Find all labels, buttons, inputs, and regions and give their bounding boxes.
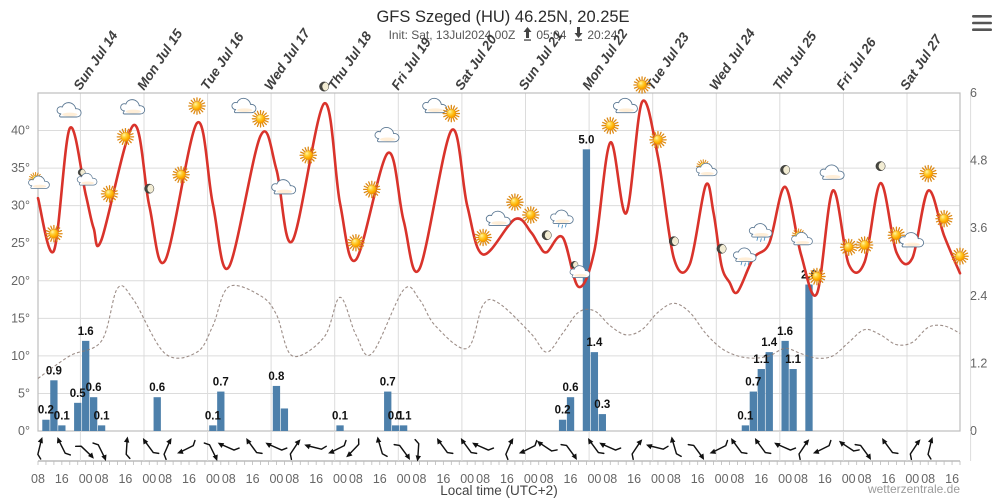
svg-text:00: 00 [842, 472, 856, 486]
svg-text:0.2: 0.2 [555, 405, 571, 417]
svg-text:40°: 40° [11, 124, 30, 138]
svg-text:0.1: 0.1 [54, 410, 71, 422]
svg-text:30°: 30° [11, 199, 30, 213]
svg-text:08: 08 [349, 472, 363, 486]
svg-text:00: 00 [778, 472, 792, 486]
svg-text:5°: 5° [18, 386, 30, 400]
svg-text:0.1: 0.1 [396, 410, 413, 422]
svg-text:5.0: 5.0 [578, 134, 594, 146]
svg-text:Fri Jul 19: Fri Jul 19 [388, 35, 434, 93]
svg-text:16: 16 [754, 472, 768, 486]
svg-text:Tue Jul 23: Tue Jul 23 [643, 29, 692, 92]
svg-text:08: 08 [95, 472, 109, 486]
svg-text:08: 08 [31, 472, 45, 486]
svg-text:0.1: 0.1 [94, 410, 111, 422]
svg-text:16: 16 [564, 472, 578, 486]
svg-text:1.1: 1.1 [753, 354, 770, 366]
svg-text:Mon Jul 22: Mon Jul 22 [579, 26, 631, 93]
svg-text:16: 16 [55, 472, 69, 486]
svg-text:0.7: 0.7 [380, 377, 396, 389]
svg-text:wetterzentrale.de: wetterzentrale.de [867, 482, 960, 496]
svg-text:35°: 35° [11, 161, 30, 175]
svg-text:Thu Jul 25: Thu Jul 25 [770, 29, 820, 93]
svg-text:00: 00 [651, 472, 665, 486]
svg-text:0.8: 0.8 [268, 371, 285, 383]
svg-text:4.8: 4.8 [970, 154, 987, 168]
svg-text:Tue Jul 16: Tue Jul 16 [198, 29, 247, 92]
svg-text:00: 00 [587, 472, 601, 486]
svg-text:08: 08 [794, 472, 808, 486]
svg-text:16: 16 [182, 472, 196, 486]
svg-text:0.6: 0.6 [563, 382, 579, 394]
svg-text:00: 00 [269, 472, 283, 486]
svg-text:1.4: 1.4 [761, 337, 778, 349]
svg-text:Fri Jul 26: Fri Jul 26 [833, 35, 879, 93]
svg-text:Mon Jul 15: Mon Jul 15 [134, 26, 186, 93]
svg-text:16: 16 [309, 472, 323, 486]
svg-text:6: 6 [970, 86, 977, 100]
svg-text:3.6: 3.6 [970, 221, 987, 235]
svg-text:00: 00 [333, 472, 347, 486]
svg-text:0.3: 0.3 [594, 399, 610, 411]
svg-text:Wed Jul 17: Wed Jul 17 [261, 25, 314, 93]
svg-text:20°: 20° [11, 274, 30, 288]
svg-text:08: 08 [222, 472, 236, 486]
svg-text:25°: 25° [11, 236, 30, 250]
svg-text:0.7: 0.7 [745, 377, 761, 389]
svg-text:15°: 15° [11, 311, 30, 325]
svg-text:0.1: 0.1 [332, 410, 349, 422]
svg-text:00: 00 [79, 472, 93, 486]
svg-text:0.2: 0.2 [38, 405, 54, 417]
svg-text:08: 08 [603, 472, 617, 486]
svg-text:16: 16 [818, 472, 832, 486]
svg-text:1.6: 1.6 [777, 326, 793, 338]
svg-text:00: 00 [397, 472, 411, 486]
svg-text:16: 16 [627, 472, 641, 486]
svg-text:Local time (UTC+2): Local time (UTC+2) [440, 483, 557, 498]
svg-text:0.5: 0.5 [70, 388, 87, 400]
svg-text:Sat Jul 20: Sat Jul 20 [452, 32, 500, 93]
svg-text:08: 08 [730, 472, 744, 486]
svg-text:1.2: 1.2 [970, 356, 987, 370]
svg-text:00: 00 [206, 472, 220, 486]
svg-text:Sun Jul 21: Sun Jul 21 [516, 28, 566, 92]
svg-text:0.1: 0.1 [205, 410, 222, 422]
svg-text:16: 16 [118, 472, 132, 486]
svg-text:00: 00 [715, 472, 729, 486]
svg-text:0.6: 0.6 [86, 382, 102, 394]
svg-text:08: 08 [413, 472, 427, 486]
svg-text:Wed Jul 24: Wed Jul 24 [706, 26, 758, 93]
svg-text:08: 08 [285, 472, 299, 486]
svg-text:1.4: 1.4 [586, 337, 603, 349]
svg-text:0.1: 0.1 [737, 410, 754, 422]
svg-text:0°: 0° [18, 424, 30, 438]
svg-text:08: 08 [667, 472, 681, 486]
svg-text:00: 00 [142, 472, 156, 486]
svg-text:2.4: 2.4 [970, 289, 987, 303]
svg-text:16: 16 [691, 472, 705, 486]
svg-text:0.6: 0.6 [149, 382, 165, 394]
svg-text:Thu Jul 18: Thu Jul 18 [325, 29, 375, 93]
svg-text:08: 08 [158, 472, 172, 486]
svg-text:16: 16 [246, 472, 260, 486]
svg-text:16: 16 [373, 472, 387, 486]
svg-text:Sat Jul 27: Sat Jul 27 [897, 31, 946, 93]
svg-text:Sun Jul 14: Sun Jul 14 [70, 28, 120, 93]
svg-text:1.1: 1.1 [785, 354, 802, 366]
svg-text:0.7: 0.7 [213, 377, 229, 389]
svg-text:1.6: 1.6 [78, 326, 94, 338]
svg-text:10°: 10° [11, 349, 30, 363]
